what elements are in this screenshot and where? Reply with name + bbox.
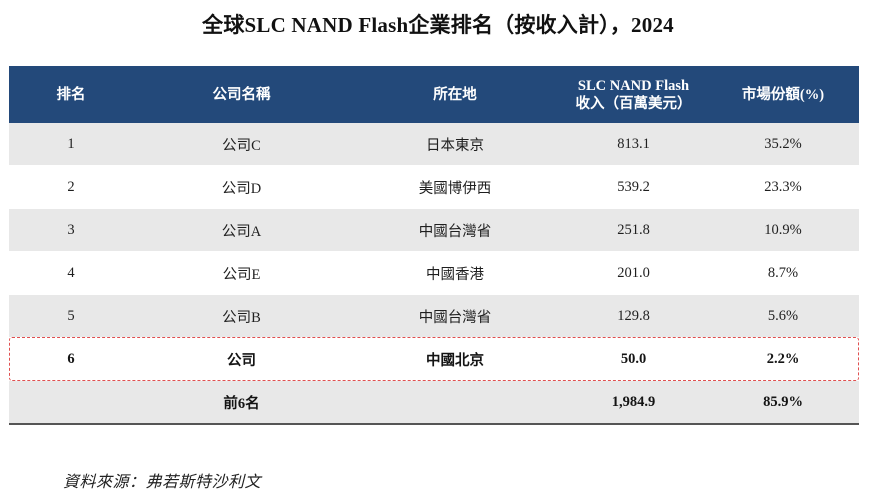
header-location: 所在地 [433,86,477,103]
company-cell: 公司D [221,180,262,197]
total-label-cell: 前6名 [223,395,260,412]
share-cell: 35.2% [764,135,802,152]
table-row: 2 公司D 美國博伊西 539.2 23.3% [9,166,859,208]
table-row: 1 公司C 日本東京 813.1 35.2% [9,123,859,165]
total-share-cell: 85.9% [763,393,803,410]
table-bottom-rule [9,423,859,425]
page-title: 全球SLC NAND Flash企業排名（按收入計），2024 [202,13,674,37]
share-cell: 8.7% [767,264,799,281]
highlight-box [9,337,859,381]
location-cell: 中國北京 [426,352,484,369]
revenue-cell: 539.2 [617,178,650,195]
total-row: 前6名 1,984.9 85.9% [9,381,859,423]
revenue-cell: 201.0 [617,264,650,281]
share-cell: 10.9% [764,221,802,238]
location-cell: 中國台灣省 [418,309,492,326]
location-cell: 中國香港 [426,266,484,283]
rank-cell: 2 [67,178,75,195]
revenue-cell: 813.1 [617,135,650,152]
company-cell: 公司A [221,223,262,240]
revenue-cell: 251.8 [617,221,650,238]
table-row: 3 公司A 中國台灣省 251.8 10.9% [9,209,859,251]
header-rank: 排名 [56,86,86,103]
share-cell: 5.6% [767,307,799,324]
table-row-highlighted: 6 公司 中國北京 50.0 2.2% [9,338,859,380]
company-cell: 公司E [222,266,261,283]
share-cell: 23.3% [764,178,802,195]
revenue-cell: 129.8 [617,307,650,324]
company-cell: 公司C [222,137,261,154]
location-cell: 中國台灣省 [418,223,492,240]
share-cell: 2.2% [766,350,800,367]
rank-cell: 6 [67,350,75,367]
table-row: 4 公司E 中國香港 201.0 8.7% [9,252,859,294]
rank-cell: 4 [67,264,75,281]
revenue-cell: 50.0 [620,350,647,367]
rank-cell: 5 [67,307,75,324]
header-revenue: SLC NAND Flash 收入（百萬美元） [560,77,707,113]
header-company: 公司名稱 [212,86,271,103]
header-revenue-line1: SLC NAND Flash [577,77,690,94]
row-divider [9,165,859,166]
table-row: 5 公司B 中國台灣省 129.8 5.6% [9,295,859,337]
header-share: 市場份額(%) [741,86,825,103]
total-revenue-cell: 1,984.9 [611,393,656,410]
source-note: 資料來源：弗若斯特沙利文 [63,474,262,491]
company-cell: 公司B [222,309,261,326]
header-revenue-line2: 收入（百萬美元） [575,95,692,112]
rank-cell: 3 [67,221,75,238]
table-header: 排名 公司名稱 所在地 SLC NAND Flash 收入（百萬美元） 市場份額… [9,66,859,123]
company-cell: 公司 [227,352,256,369]
location-cell: 美國博伊西 [418,180,492,197]
rank-cell: 1 [67,135,75,152]
location-cell: 日本東京 [426,137,484,154]
